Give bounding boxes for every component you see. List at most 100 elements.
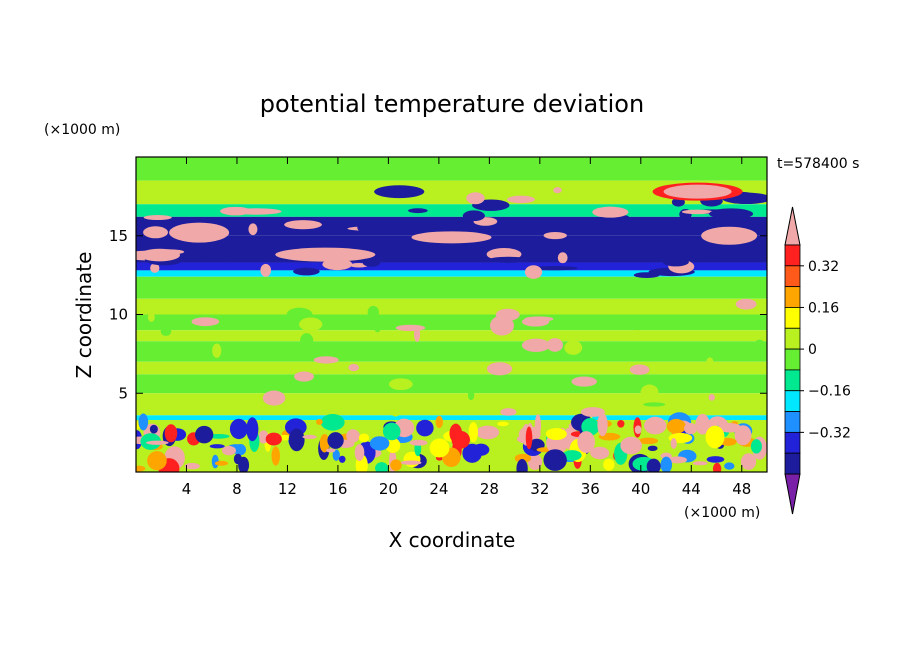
mid-patch [389,401,402,417]
turbulence-cell [138,413,149,431]
turbulence-cell [683,422,698,435]
colorbar-tick-label: 0 [808,342,817,358]
turbulence-cell [543,449,567,471]
turbulence-cell [620,436,642,455]
turbulence-cell [429,438,450,458]
mid-patch [486,362,513,376]
upper-patch [408,208,428,214]
upper-patch [362,259,381,267]
colorbar-tick-label: 0.16 [808,300,839,316]
contour-band-7 [136,276,767,299]
colorbar-box [784,411,801,433]
turbulence-cell [734,425,752,446]
x-tick-label: 12 [278,480,297,498]
colorbar-tick-label: −0.32 [808,425,851,441]
turbulence-cell [617,419,625,428]
mid-patch [467,389,475,401]
turbulence-cell [750,439,762,454]
colorbar-top-triangle [784,206,801,246]
warm-lens [169,222,230,243]
mid-patch [147,312,155,322]
mid-patch [500,408,517,416]
turbulence-cell [325,448,336,453]
x-tick-label: 8 [232,480,242,498]
mid-patch [571,376,597,387]
turbulence-cell [327,432,344,449]
mid-patch [410,302,422,308]
upper-patch [466,192,485,205]
upper-patch [650,237,675,246]
turbulence-cell [416,419,434,437]
x-tick-label: 28 [480,480,499,498]
contour-band-0 [136,157,767,181]
turbulence-cell [288,428,305,452]
mid-patch [191,317,220,327]
mid-patch [568,394,594,409]
colorbar: 0.32 0.16 0 −0.16 −0.32 [784,206,851,515]
y-axis: 5 10 15 [109,227,767,402]
x-tick-label: 16 [328,480,347,498]
upper-patch [462,210,485,222]
turbulence-cell [468,422,478,443]
turbulence-cell [646,458,661,472]
turbulence-cell [712,462,722,472]
x-axis: 4 8 12 16 20 24 28 32 36 40 44 48 [182,157,751,498]
warm-lens [701,226,758,245]
x-tick-label: 44 [682,480,701,498]
contour-band-10 [136,330,767,342]
contour-band-9 [136,314,767,331]
upper-patch [557,252,568,264]
turbulence-cell [705,425,725,449]
turbulence-cell [358,433,370,443]
turbulence-cell [209,444,225,449]
mid-patch [521,317,550,327]
turbulence-cell [451,431,471,449]
upper-patch [284,220,322,230]
x-tick-label: 24 [429,480,448,498]
turbulence-cell [562,450,582,461]
turbulence-cell [271,446,281,466]
turbulence-cell [346,429,360,443]
x-tick-label: 4 [182,480,192,498]
turbulence-cell [409,439,428,446]
turbulence-cell [195,425,214,444]
turbulence-cell [265,432,282,446]
upper-patch [619,215,630,221]
upper-patch [488,256,529,263]
mid-patch [262,390,286,406]
colorbar-box [784,286,801,308]
mid-patch [373,318,382,333]
colorbar-tick-label: 0.32 [808,259,839,275]
y-axis-label: Z coordinate [72,252,96,379]
turbulence-cell [214,460,229,466]
mid-patch [395,324,426,332]
upper-patch [293,267,320,276]
colorbar-tick-label: −0.16 [808,384,851,400]
upper-patch [187,248,209,262]
turbulence-cell [603,458,615,471]
turbulence-cell [634,425,642,435]
turbulence-cell [476,425,500,440]
turbulence-cell [338,455,346,463]
mid-patch [367,305,379,319]
upper-patch [507,195,535,204]
turbulence-cell [390,459,402,471]
turbulence-cell [229,418,248,440]
upper-patch [709,208,754,220]
contour-band-13 [136,374,767,394]
upper-patch [704,247,715,261]
colorbar-box [784,369,801,392]
upper-patch [640,221,692,235]
turbulence-cell [385,437,401,454]
upper-patch [517,248,541,258]
mid-patch [580,407,605,417]
colorbar-box [784,452,801,475]
x-tick-label: 40 [631,480,650,498]
colorbar-box [784,348,801,371]
upper-patch [524,265,543,279]
mid-patch [212,343,222,358]
upper-patch [662,257,689,267]
turbulence-cell [740,453,757,470]
turbulence-cell [149,424,158,434]
